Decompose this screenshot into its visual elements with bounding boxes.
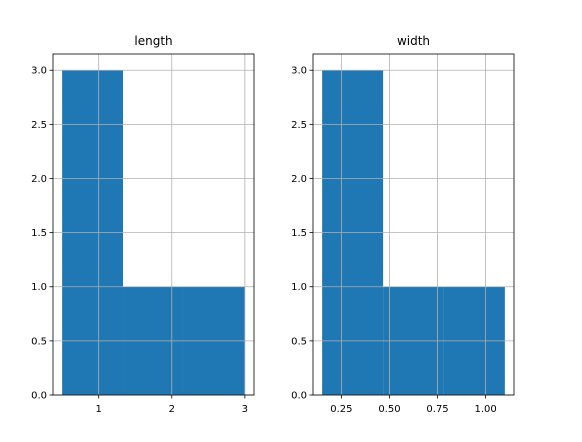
length-title: length: [134, 34, 172, 48]
width-y-tick-label-5: 2.5: [291, 120, 307, 131]
width-histogram-panel: 0.25 0.50 0.75 1.00 0.0 0.5 1.0 1.5 2.0 2.5 3.0 wid…: [291, 34, 515, 415]
width-x-tick-label-0: 0.25: [330, 404, 352, 415]
length-histogram-panel: 1 2 3 0.0 0.5 1.0 1.5 2.0 2.5 3.0 length: [31, 34, 255, 415]
length-x-tick-label-2: 3: [242, 404, 248, 415]
width-y-tick-label-0: 0.0: [291, 391, 307, 402]
length-x-tick-label-1: 2: [169, 404, 175, 415]
width-axes-frame: [312, 53, 515, 396]
width-y-tick-label-6: 3.0: [291, 66, 307, 77]
width-x-tick-label-2: 0.75: [426, 404, 448, 415]
length-y-tick-label-5: 2.5: [31, 120, 47, 131]
width-title: width: [397, 34, 430, 48]
length-axes-frame: [52, 53, 255, 396]
length-y-tick-label-0: 0.0: [31, 391, 47, 402]
length-y-tick-label-1: 0.5: [31, 336, 47, 347]
width-y-tick-label-3: 1.5: [291, 228, 307, 239]
length-y-tick-label-6: 3.0: [31, 66, 47, 77]
length-y-tick-label-2: 1.0: [31, 282, 47, 293]
length-x-tick-label-0: 1: [95, 404, 101, 415]
width-x-tick-label-1: 0.50: [378, 404, 400, 415]
width-x-tick-label-3: 1.00: [474, 404, 496, 415]
length-y-tick-label-4: 2.0: [31, 174, 47, 185]
width-y-tick-label-1: 0.5: [291, 336, 307, 347]
width-y-tick-label-2: 1.0: [291, 282, 307, 293]
length-y-tick-label-3: 1.5: [31, 228, 47, 239]
width-y-tick-label-4: 2.0: [291, 174, 307, 185]
